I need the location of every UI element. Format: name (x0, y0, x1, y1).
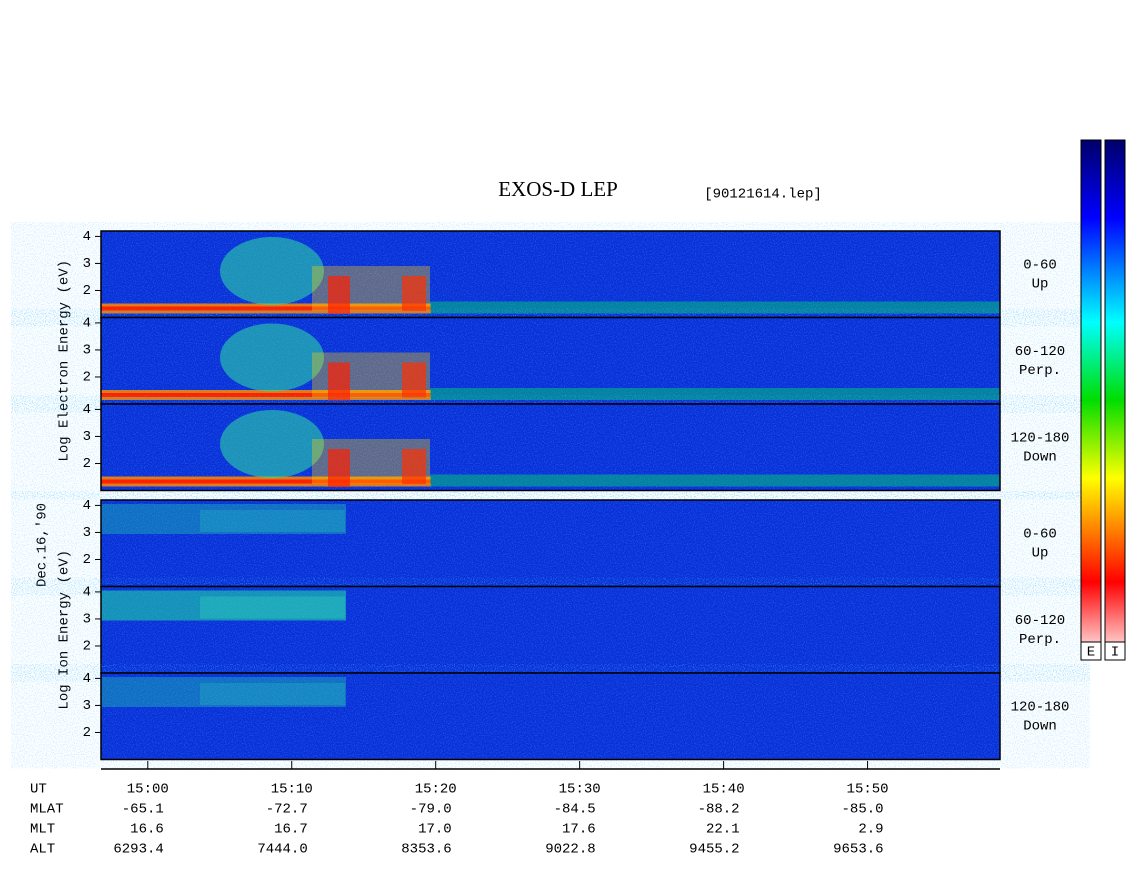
colorbar-label: I (1111, 645, 1119, 661)
y-tick-label: 4 (83, 229, 91, 245)
spectral-feature (430, 301, 1000, 314)
spectrogram-noise (101, 673, 1000, 760)
panel-direction: Up (1032, 277, 1049, 293)
y-tick-label: 4 (83, 498, 91, 514)
spectral-feature (220, 237, 324, 305)
spectral-feature (200, 683, 345, 705)
y-tick-label: 2 (83, 283, 91, 299)
spectral-feature (101, 306, 431, 311)
x-tick-label: 15:50 (847, 782, 889, 798)
orbit-value: 9022.8 (545, 842, 595, 858)
y-tick-label: 4 (83, 402, 91, 418)
time-label: UT (30, 782, 47, 798)
orbit-value: -79.0 (410, 802, 452, 818)
orbit-value: 17.0 (418, 822, 452, 838)
y-tick-label: 4 (83, 316, 91, 332)
spectral-feature (101, 504, 346, 534)
orbit-label: MLAT (30, 802, 64, 818)
orbit-value: -72.7 (266, 802, 308, 818)
panel-range: 120-180 (1011, 431, 1070, 447)
orbit-label: ALT (30, 842, 55, 858)
y-tick-label: 3 (83, 429, 91, 445)
orbit-value: 8353.6 (401, 842, 451, 858)
orbit-value: 16.6 (130, 822, 164, 838)
spectral-feature (402, 449, 426, 484)
panel-range: 60-120 (1015, 344, 1065, 360)
orbit-value: 9653.6 (833, 842, 883, 858)
panel-direction: Perp. (1019, 363, 1061, 379)
y-tick-label: 3 (83, 256, 91, 272)
colorbar-box (1104, 641, 1126, 661)
orbit-value: -88.2 (698, 802, 740, 818)
x-tick-label: 15:00 (127, 782, 169, 798)
spectrogram-noise (101, 500, 1000, 587)
spectral-feature (200, 596, 345, 619)
file-name: [90121614.lep] (704, 187, 822, 203)
x-tick-label: 15:40 (703, 782, 745, 798)
orbit-value: 16.7 (274, 822, 308, 838)
panel-range: 0-60 (1023, 258, 1057, 274)
panel-direction: Perp. (1019, 632, 1061, 648)
y-tick-label: 2 (83, 370, 91, 386)
chart-title: EXOS-D LEP (498, 177, 618, 201)
y-tick-label: 2 (83, 639, 91, 655)
colorbar-i: I (1104, 139, 1126, 661)
spectral-feature (220, 410, 324, 478)
colorbar (1080, 139, 1102, 661)
y-tick-label: 3 (83, 612, 91, 628)
spectral-feature (430, 474, 1000, 487)
spectral-feature (430, 388, 1000, 400)
orbit-label: MLT (30, 822, 55, 838)
plots: Log Electron Energy (eV) 2 3 4 0-60 Up 2 3 4 60-1… (30, 229, 1069, 858)
spectral-feature (101, 677, 346, 707)
colorbar (1104, 139, 1126, 661)
panel-frame (100, 672, 1001, 761)
colorbar-box (1080, 641, 1102, 661)
spectral-feature (328, 276, 350, 314)
orbit-value: 7444.0 (257, 842, 307, 858)
x-tick-label: 15:10 (271, 782, 313, 798)
orbit-value: 17.6 (562, 822, 596, 838)
spectral-feature (220, 323, 324, 392)
spectral-feature (101, 479, 431, 484)
panel-direction: Up (1032, 546, 1049, 562)
spectral-feature (402, 362, 426, 398)
y-tick-label: 4 (83, 585, 91, 601)
spectral-feature (328, 362, 350, 401)
orbit-value: 9455.2 (689, 842, 739, 858)
spectral-feature (101, 590, 346, 621)
colorbar-e: E (1080, 139, 1102, 661)
panel-direction: Down (1023, 719, 1057, 735)
y-tick-label: 4 (83, 671, 91, 687)
y-tick-label: 2 (83, 725, 91, 741)
spectral-feature (101, 393, 431, 397)
panel-range: 60-120 (1015, 613, 1065, 629)
panel-frame (100, 403, 1001, 492)
orbit-value: -85.0 (842, 802, 884, 818)
y-tick-label: 3 (83, 343, 91, 359)
spectral-feature (200, 510, 345, 532)
y-tick-label: 3 (83, 698, 91, 714)
orbit-value: 2.9 (858, 822, 883, 838)
colorbar-label: E (1087, 645, 1095, 661)
group-label: Log Ion Energy (eV) (57, 550, 73, 710)
spectral-feature (402, 276, 426, 311)
orbit-value: -84.5 (554, 802, 596, 818)
panel-range: 0-60 (1023, 527, 1057, 543)
panel-direction: Down (1023, 450, 1057, 466)
orbit-value: 6293.4 (113, 842, 163, 858)
y-tick-label: 3 (83, 525, 91, 541)
date-label: Dec.16,'90 (35, 503, 51, 587)
y-tick-label: 2 (83, 552, 91, 568)
orbit-value: -65.1 (122, 802, 164, 818)
panel-range: 120-180 (1011, 700, 1070, 716)
x-tick-label: 15:20 (415, 782, 457, 798)
x-tick-label: 15:30 (559, 782, 601, 798)
orbit-value: 22.1 (706, 822, 740, 838)
y-tick-label: 2 (83, 456, 91, 472)
spectral-feature (328, 449, 350, 487)
group-label: Log Electron Energy (eV) (57, 260, 73, 462)
